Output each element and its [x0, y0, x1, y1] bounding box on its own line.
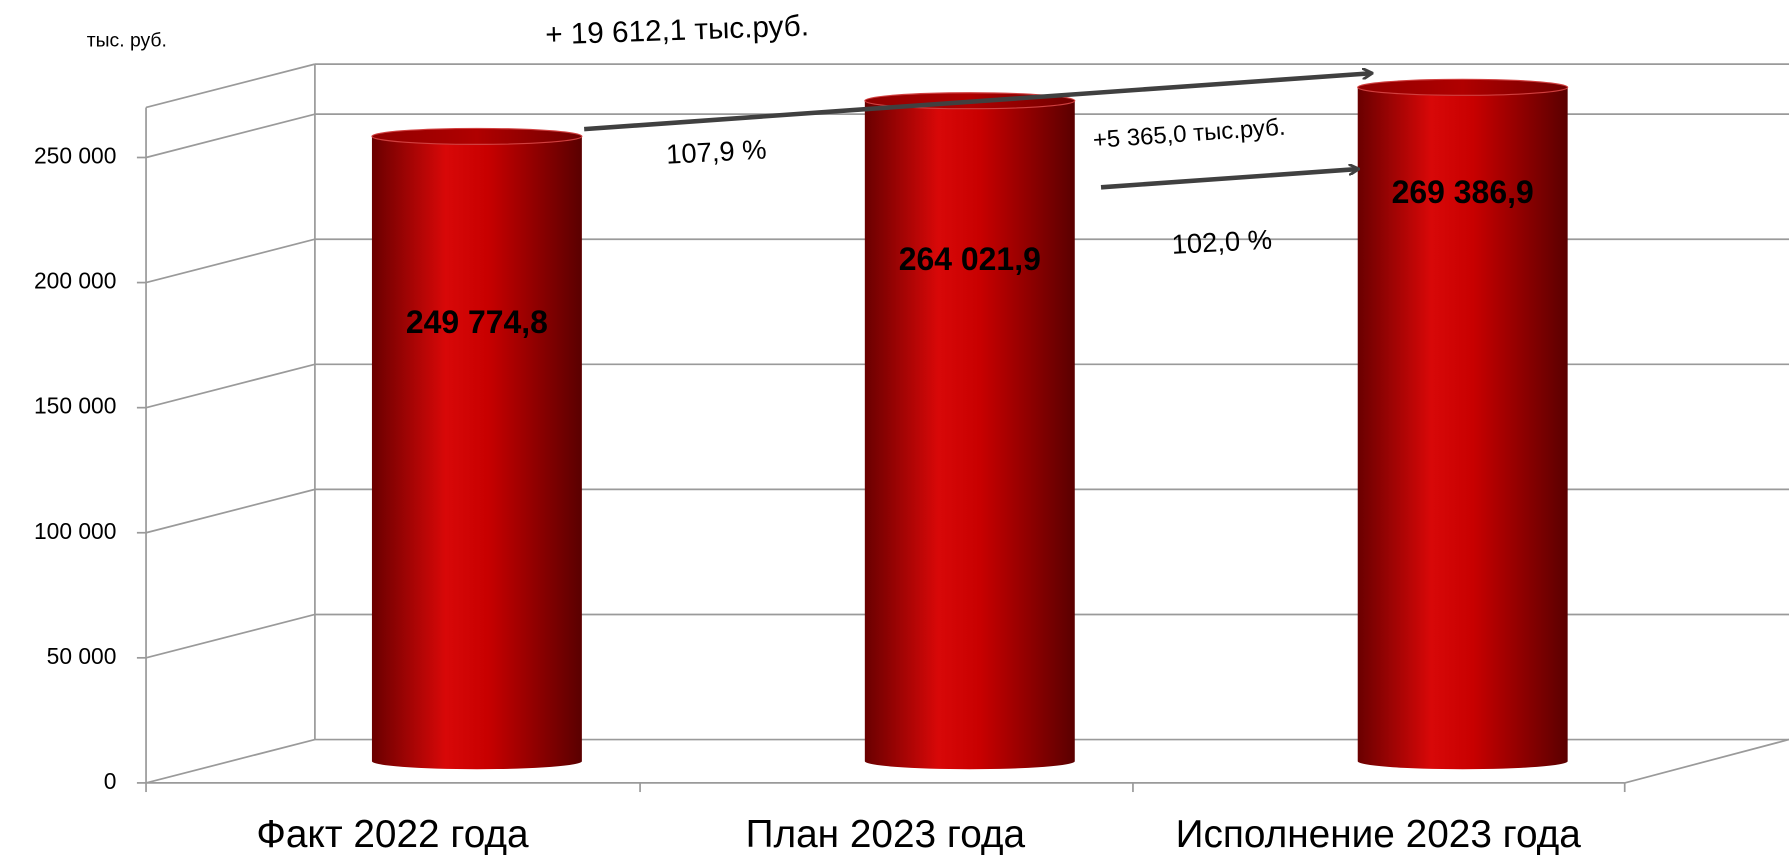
annotation: 102,0 % [1171, 224, 1273, 260]
grid-line [145, 613, 316, 659]
grid-line [145, 488, 316, 534]
arrow [584, 73, 1371, 132]
x-tick-label: Факт 2022 года [256, 813, 529, 855]
bar-body [864, 100, 1075, 770]
bar-body [371, 136, 582, 770]
bar-top [371, 127, 583, 145]
bar-body [1357, 87, 1568, 770]
floor [145, 64, 1789, 793]
bar [864, 92, 1076, 770]
bar [371, 127, 583, 770]
y-tick-label: 150 000 [34, 393, 116, 419]
bar [1357, 78, 1569, 770]
x-tick-label: План 2023 года [746, 813, 1026, 855]
grid-line [145, 363, 316, 409]
annotation: + 19 612,1 тыс.руб. [545, 9, 810, 51]
data-label: 269 386,9 [1392, 174, 1534, 210]
grid-line [145, 238, 316, 284]
y-tick-label: 250 000 [34, 143, 116, 169]
wall-top [145, 63, 316, 109]
data-label: 249 774,8 [406, 304, 548, 340]
unit-label: тыс. руб. [87, 29, 167, 51]
y-tick-label: 0 [104, 768, 117, 794]
arrow [1100, 169, 1358, 190]
data-label: 264 021,9 [899, 241, 1041, 277]
grid-line [145, 738, 316, 784]
grid-line [145, 113, 316, 159]
annotation: +5 365,0 тыс.руб. [1092, 114, 1286, 154]
y-tick-label: 50 000 [47, 643, 117, 669]
bar-top [1357, 78, 1569, 96]
x-tick-label: Исполнение 2023 года [1176, 813, 1582, 855]
annotation: 107,9 % [665, 134, 767, 170]
y-tick-label: 100 000 [34, 518, 116, 544]
y-tick-label: 200 000 [34, 268, 116, 294]
